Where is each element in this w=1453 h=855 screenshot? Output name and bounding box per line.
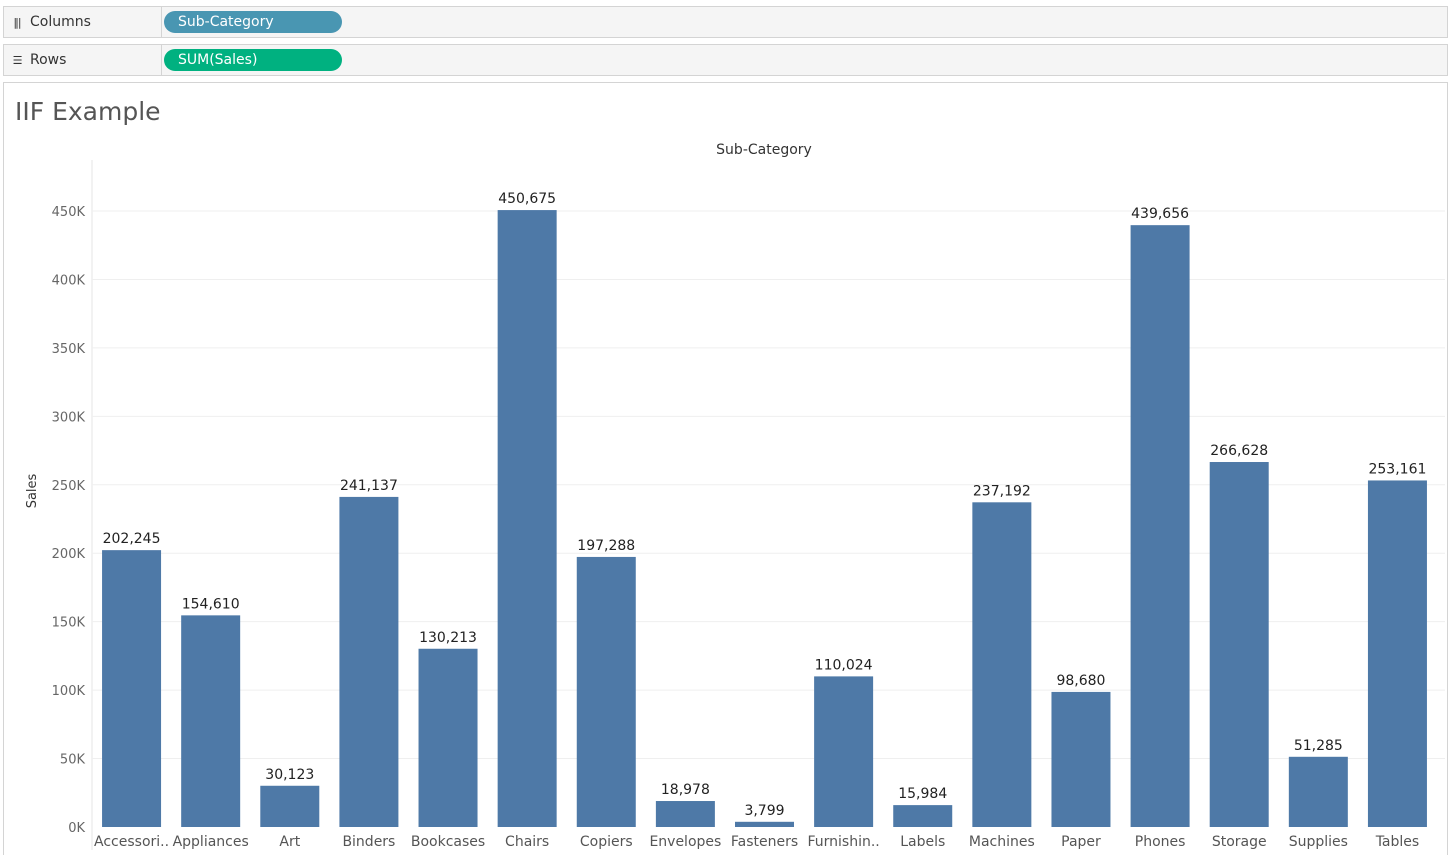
y-axis-title: Sales [25, 473, 40, 508]
bar [893, 805, 953, 827]
bar [576, 556, 636, 827]
rows-label-text: Rows [30, 52, 67, 68]
data-label: 241,137 [340, 478, 398, 494]
x-tick-label: Paper [1061, 834, 1101, 850]
bar [735, 821, 794, 827]
y-tick-label: 450K [52, 205, 86, 220]
data-label: 110,024 [815, 657, 873, 673]
bar [655, 801, 715, 827]
sum-sales-pill[interactable]: SUM(Sales) [164, 49, 342, 71]
sheet-title: IIF Example [15, 97, 161, 126]
data-label: 237,192 [973, 483, 1031, 499]
data-label: 3,799 [744, 803, 784, 819]
x-tick-label: Fasteners [731, 834, 798, 850]
y-axis-ticks: 0K 50K 100K 150K 200K 250K 300K 350K 400K 450K [52, 205, 86, 836]
bar [1367, 480, 1427, 827]
x-tick-label: Appliances [173, 834, 249, 850]
data-label: 15,984 [898, 786, 947, 802]
data-label: 154,610 [182, 596, 240, 612]
columns-label-text: Columns [30, 14, 91, 30]
bar [814, 676, 874, 827]
bars [102, 210, 1427, 828]
x-tick-label: Accessori.. [94, 834, 169, 850]
x-tick-label: Copiers [580, 834, 633, 850]
bar [260, 785, 320, 827]
x-tick-label: Envelopes [649, 834, 721, 850]
bar [102, 550, 162, 827]
rows-icon: ☰ [12, 53, 23, 67]
rows-shelf: ☰ Rows SUM(Sales) [3, 44, 1448, 76]
y-tick-label: 400K [52, 273, 86, 288]
x-tick-label: Labels [900, 834, 945, 850]
data-label: 439,656 [1131, 206, 1189, 222]
x-tick-label: Phones [1135, 834, 1186, 850]
data-labels: 202,245 154,610 30,123 241,137 130,213 450,67… [103, 191, 1427, 819]
data-label: 130,213 [419, 630, 477, 646]
sub-category-pill[interactable]: Sub-Category [164, 11, 342, 33]
x-tick-label: Art [279, 834, 300, 850]
rows-shelf-label: ☰ Rows [4, 45, 162, 75]
data-label: 18,978 [661, 782, 710, 798]
x-axis-ticks: Accessori.. Appliances Art Binders Bookcases… [94, 834, 1419, 850]
y-tick-label: 100K [52, 684, 86, 699]
data-label: 30,123 [265, 767, 314, 783]
y-tick-label: 250K [52, 479, 86, 494]
bar [418, 648, 478, 827]
y-tick-label: 0K [68, 821, 85, 836]
y-tick-label: 350K [52, 342, 86, 357]
columns-shelf-label: ‖| Columns [4, 7, 162, 37]
x-tick-label: Binders [342, 834, 395, 850]
bar [339, 496, 399, 827]
data-label: 51,285 [1294, 738, 1343, 754]
data-label: 450,675 [498, 191, 556, 207]
data-label: 197,288 [577, 538, 635, 554]
bar [497, 210, 557, 828]
columns-icon: ‖| [13, 15, 21, 29]
y-tick-label: 200K [52, 547, 86, 562]
bar [1288, 756, 1348, 827]
bar [181, 615, 241, 827]
y-tick-label: 50K [60, 753, 86, 768]
bar [1130, 225, 1190, 827]
column-header: Sub-Category [716, 142, 812, 158]
data-label: 266,628 [1210, 443, 1268, 459]
x-tick-label: Furnishin.. [807, 834, 879, 850]
x-tick-label: Bookcases [411, 834, 485, 850]
bar [1051, 691, 1111, 827]
bar [1209, 462, 1269, 827]
x-tick-label: Chairs [505, 834, 549, 850]
x-tick-label: Machines [969, 834, 1035, 850]
data-label: 253,161 [1368, 461, 1426, 477]
bar [972, 502, 1032, 827]
x-tick-label: Tables [1375, 834, 1420, 850]
y-tick-label: 300K [52, 410, 86, 425]
columns-shelf: ‖| Columns Sub-Category [3, 6, 1448, 38]
x-tick-label: Storage [1212, 834, 1267, 850]
data-label: 98,680 [1056, 673, 1105, 689]
x-tick-label: Supplies [1289, 834, 1348, 850]
data-label: 202,245 [103, 531, 161, 547]
y-tick-label: 150K [52, 616, 86, 631]
